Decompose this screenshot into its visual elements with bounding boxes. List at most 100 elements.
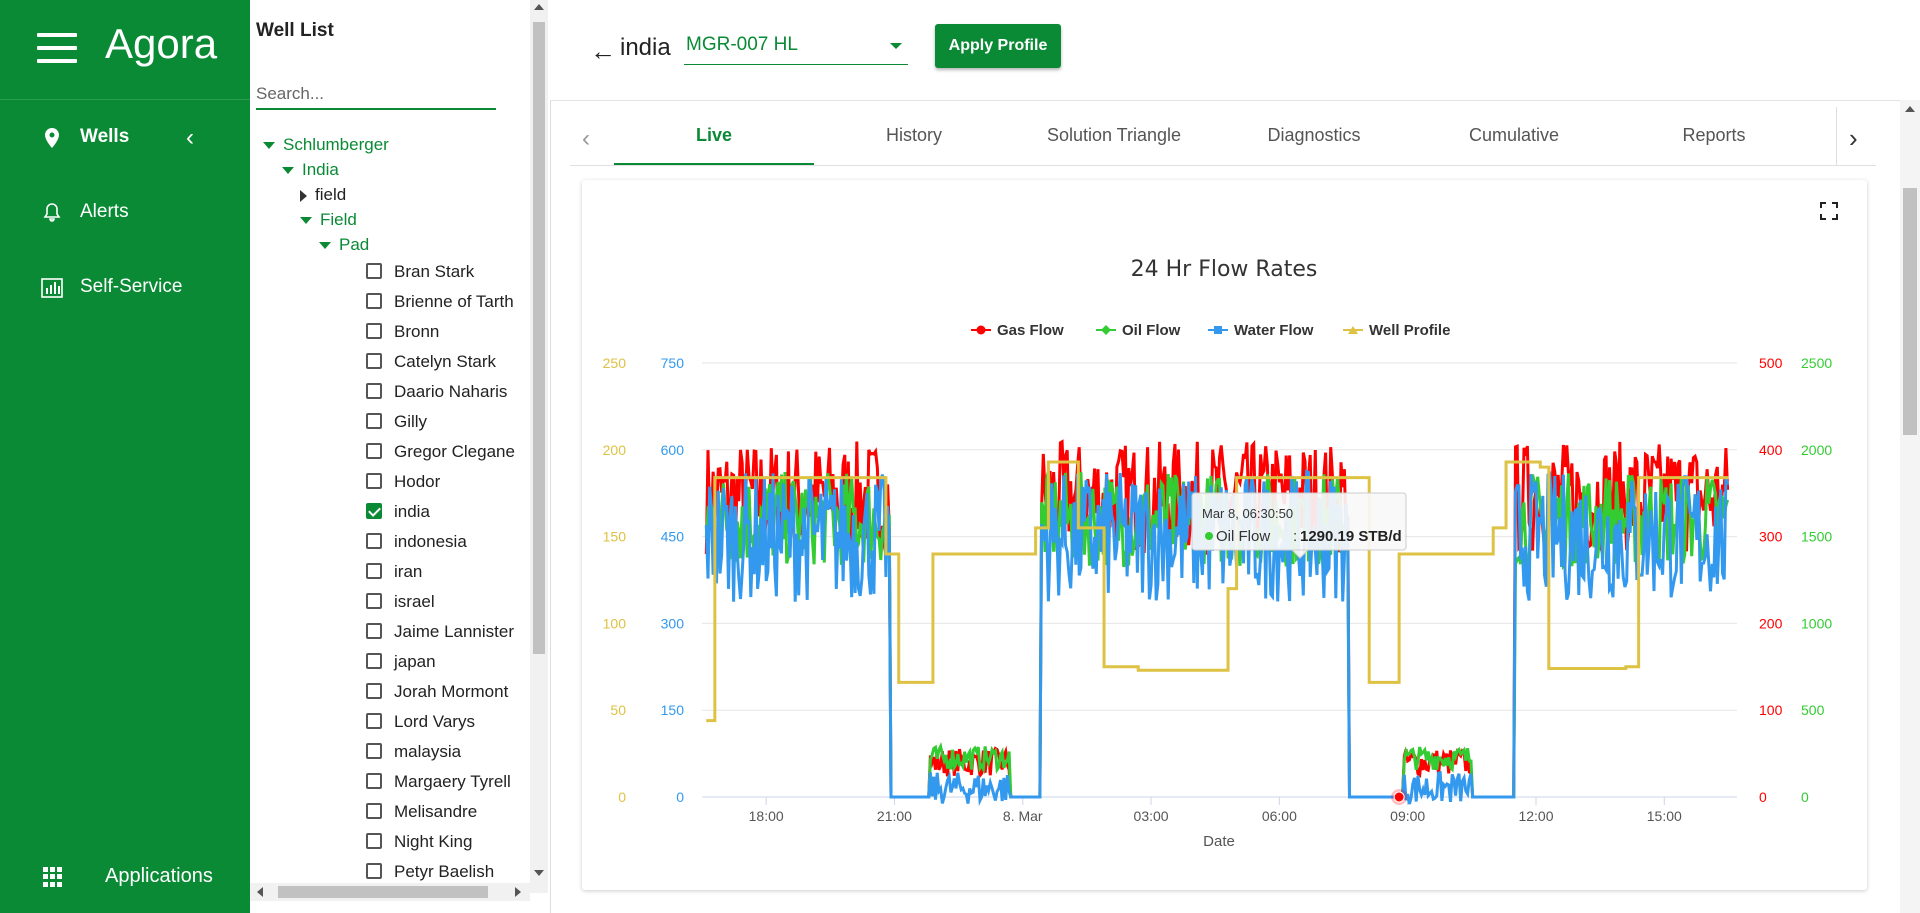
tree-node-field-collapsed[interactable]: field (297, 185, 346, 205)
well-checkbox[interactable] (366, 803, 382, 819)
scrollbar-thumb[interactable] (533, 22, 545, 654)
legend-item[interactable]: Well Profile (1343, 322, 1450, 339)
well-name: Melisandre (394, 802, 478, 821)
scrollbar-thumb[interactable] (278, 886, 488, 898)
well-checkbox[interactable] (366, 563, 382, 579)
tab-history[interactable]: History (885, 125, 942, 145)
tree-node-country[interactable]: India (282, 160, 339, 180)
x-tick-label: 09:00 (1390, 808, 1425, 824)
well-checkbox[interactable] (366, 533, 382, 549)
bar-chart-icon (41, 278, 63, 298)
scroll-up-arrow-icon[interactable] (1905, 106, 1915, 112)
well-checkbox[interactable] (366, 503, 382, 519)
collapse-chevron-icon[interactable]: ‹ (186, 124, 194, 151)
oil-flow-series-line (704, 471, 1730, 799)
well-checkbox[interactable] (366, 473, 382, 489)
well-checkbox[interactable] (366, 773, 382, 789)
legend-label: Oil Flow (1122, 322, 1181, 339)
y-tick-label: 150 (661, 702, 685, 718)
scroll-right-arrow-icon[interactable] (515, 887, 521, 897)
tab-cumulative[interactable]: Cumulative (1468, 125, 1560, 145)
well-checkbox[interactable] (366, 683, 382, 699)
well-name: Gregor Clegane (394, 442, 515, 461)
well-checkbox[interactable] (366, 743, 382, 759)
well-checkbox[interactable] (366, 413, 382, 429)
tree-node-pad[interactable]: Pad (319, 235, 369, 255)
tabs-previous-button[interactable]: ‹ (570, 107, 610, 165)
tooltip-series-name: Oil Flow (1216, 528, 1270, 545)
tab-solution-triangle[interactable]: Solution Triangle (1046, 125, 1182, 145)
x-tick-label: 18:00 (749, 808, 784, 824)
scroll-up-arrow-icon[interactable] (534, 4, 544, 10)
well-checkbox[interactable] (366, 623, 382, 639)
well-checkbox[interactable] (366, 833, 382, 849)
well-checkbox[interactable] (366, 353, 382, 369)
well-name: Bronn (394, 322, 440, 341)
well-checkbox[interactable] (366, 383, 382, 399)
y-tick-label: 2000 (1801, 442, 1832, 458)
chart-card: 24 Hr Flow Rates Gas Flow Oil Flow Water F… (582, 180, 1867, 890)
well-name: malaysia (394, 742, 462, 761)
legend-item[interactable]: Oil Flow (1096, 322, 1181, 339)
well-checkbox[interactable] (366, 713, 382, 729)
page-header: ← india MGR-007 HL Apply Profile (550, 0, 1900, 101)
well-search-input[interactable] (256, 80, 496, 110)
apps-grid-icon (43, 867, 63, 887)
nav-item-label: Wells (80, 126, 130, 147)
well-checkbox[interactable] (366, 293, 382, 309)
tab-bar: ‹ Live History Solution Triangle Diagnos… (570, 107, 1876, 166)
well-checkbox[interactable] (366, 263, 382, 279)
tab-diagnostics[interactable]: Diagnostics (1267, 125, 1361, 145)
well-name: india (394, 502, 430, 521)
legend-marker (1214, 326, 1222, 334)
well-name: Margaery Tyrell (394, 772, 511, 791)
apply-profile-button[interactable]: Apply Profile (935, 24, 1061, 68)
well-name: japan (394, 652, 436, 671)
legend-marker (976, 325, 986, 335)
y-tick-label: 1000 (1801, 615, 1832, 631)
fullscreen-icon[interactable] (1820, 202, 1838, 220)
legend-label: Well Profile (1369, 322, 1450, 339)
legend-marker (1348, 326, 1358, 334)
well-checkbox[interactable] (366, 653, 382, 669)
applications-button[interactable]: Applications (0, 853, 250, 899)
nav-item-alerts[interactable]: Alerts (0, 189, 250, 235)
tree-node-field[interactable]: Field (300, 210, 357, 230)
well-list-title: Well List (256, 20, 334, 41)
chart-title: 24 Hr Flow Rates (1131, 257, 1318, 282)
chart-tooltip: Mar 8, 06:30:50 Oil Flow:1290.19 STB/d (1191, 492, 1407, 559)
legend-item[interactable]: Water Flow (1208, 322, 1314, 339)
well-checkbox[interactable] (366, 443, 382, 459)
scroll-left-arrow-icon[interactable] (257, 887, 263, 897)
tab-reports[interactable]: Reports (1682, 125, 1746, 145)
hamburger-menu-icon[interactable] (37, 33, 77, 63)
well-list-horizontal-scrollbar[interactable] (250, 883, 530, 901)
y-tick-label: 2500 (1801, 355, 1832, 371)
tab-live[interactable]: Live (614, 107, 814, 165)
well-list-vertical-scrollbar[interactable] (530, 0, 548, 893)
well-name: israel (394, 592, 435, 611)
well-checkbox[interactable] (366, 593, 382, 609)
well-checkbox[interactable] (366, 863, 382, 879)
nav-item-self-service[interactable]: Self-Service (0, 264, 250, 310)
x-tick-label: 06:00 (1262, 808, 1297, 824)
well-profile-series-line (706, 460, 1729, 723)
scroll-down-arrow-icon[interactable] (534, 870, 544, 876)
tree-node-company[interactable]: Schlumberger (263, 135, 389, 155)
x-tick-label: 21:00 (877, 808, 912, 824)
well-checkbox[interactable] (366, 323, 382, 339)
profile-select[interactable]: MGR-007 HL (684, 30, 908, 65)
y-tick-label: 0 (1759, 789, 1767, 805)
x-tick-label: 8. Mar (1003, 808, 1043, 824)
nav-item-wells[interactable]: Wells ‹ (0, 114, 250, 160)
legend-label: Gas Flow (997, 322, 1064, 339)
page-scrollbar[interactable] (1900, 100, 1920, 913)
tooltip-series-marker (1205, 532, 1213, 540)
back-arrow-icon[interactable]: ← (590, 36, 616, 66)
chevron-right-icon: › (1849, 123, 1858, 153)
legend-item[interactable]: Gas Flow (971, 322, 1064, 339)
well-name: Night King (394, 832, 473, 851)
tabs-next-button[interactable]: › (1836, 107, 1877, 165)
scrollbar-thumb[interactable] (1903, 188, 1917, 435)
y-tick-label: 300 (661, 615, 685, 631)
